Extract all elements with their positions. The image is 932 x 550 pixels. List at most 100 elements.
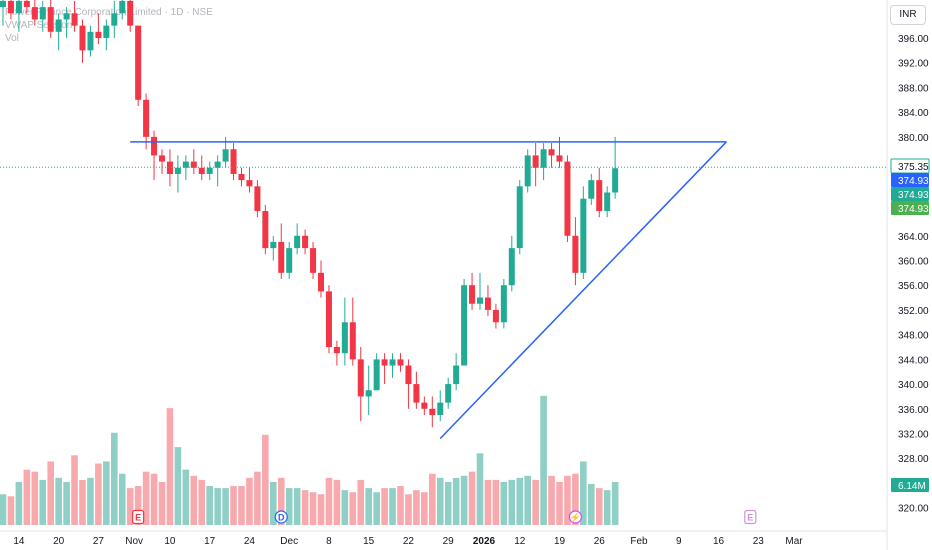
candle: [604, 186, 611, 218]
time-tick-label: Nov: [125, 536, 143, 547]
candle-body: [174, 167, 181, 174]
candle: [0, 0, 6, 26]
candle-body: [143, 99, 150, 137]
volume-bar: [500, 481, 508, 525]
candle: [500, 279, 507, 329]
time-axis: 14 20 27 Nov 10 17 24 Dec 8 15 22 29 2026 12 19 26 Feb 9 1…: [0, 530, 887, 547]
price-label: 374.93: [891, 201, 929, 215]
candle-body: [63, 13, 70, 20]
candle: [469, 272, 476, 310]
volume-bar: [7, 496, 15, 525]
candle: [548, 143, 555, 168]
volume-bar: [373, 492, 380, 525]
time-tick-label: 23: [753, 536, 765, 547]
candle: [421, 396, 428, 415]
candle: [151, 130, 158, 181]
volume-bar: [444, 481, 452, 525]
candle-body: [357, 359, 364, 397]
candle-body: [445, 384, 452, 403]
candle-body: [333, 347, 340, 354]
candle: [310, 241, 317, 280]
candle: [7, 0, 14, 20]
volume-bar: [548, 475, 555, 525]
volume-series: [0, 395, 619, 525]
volume-bar: [476, 453, 484, 525]
candle-body: [135, 25, 142, 100]
candle: [302, 229, 309, 255]
price-label-text: 374.93: [898, 204, 929, 215]
candle-body: [222, 149, 229, 162]
volume-bar: [468, 471, 476, 525]
volume-bar: [15, 481, 23, 525]
price-tick-label: 340.00: [898, 380, 929, 391]
volume-bar: [580, 461, 587, 525]
volume-bar: [611, 481, 619, 525]
time-tick-label: 9: [676, 536, 682, 547]
volume-bar: [166, 408, 174, 525]
candle: [461, 279, 468, 366]
candle: [580, 186, 587, 280]
candle: [95, 13, 102, 45]
volume-bar: [293, 488, 301, 525]
vwap-label[interactable]: VWAP Session: [5, 20, 73, 31]
candle-body: [469, 285, 476, 304]
candle: [39, 0, 46, 32]
candle: [365, 365, 372, 415]
candle-body: [572, 235, 579, 273]
time-tick-label: 26: [594, 536, 606, 547]
event-marker-earnings[interactable]: E: [132, 509, 145, 525]
candle-body: [302, 235, 309, 249]
price-tick-label: 356.00: [898, 281, 929, 292]
candle: [31, 0, 38, 26]
volume-bar: [39, 479, 47, 525]
volume-bar: [540, 395, 547, 525]
candle: [389, 353, 396, 378]
candle: [238, 167, 245, 187]
candle-body: [262, 211, 269, 249]
candle: [492, 303, 499, 329]
volume-bar: [174, 447, 182, 525]
time-tick-label: 20: [53, 536, 65, 547]
candle-body: [588, 180, 595, 199]
volume-bar: [31, 471, 39, 525]
candle-body: [540, 149, 547, 168]
candle-body: [564, 161, 571, 236]
candle-body: [7, 0, 14, 14]
volume-bar: [460, 475, 468, 525]
candle: [254, 180, 261, 218]
candle: [524, 149, 531, 193]
volume-bar: [214, 488, 221, 525]
volume-label[interactable]: Vol: [5, 33, 19, 44]
candle-body: [349, 322, 356, 360]
time-tick-label: 10: [164, 536, 176, 547]
candle-body: [71, 13, 78, 26]
volume-bar: [190, 475, 198, 525]
symbol-title[interactable]: Power Finance Corporation Limited · 1D ·…: [5, 7, 213, 18]
candle-body: [397, 359, 404, 366]
candle-body: [87, 31, 94, 51]
price-tick-label: 332.00: [898, 430, 929, 441]
candle: [445, 377, 452, 409]
candle-body: [0, 0, 6, 8]
candle: [413, 371, 420, 409]
price-tick-label: 384.00: [898, 108, 929, 119]
event-marker-earnings-future[interactable]: E: [744, 509, 757, 525]
candle-body: [437, 402, 444, 415]
candle-body: [484, 297, 491, 310]
currency-badge[interactable]: INR: [890, 5, 926, 25]
volume-bar: [182, 469, 190, 525]
event-marker-split[interactable]: ⚡: [568, 510, 583, 524]
volume-value-label: 6.14M: [891, 478, 929, 492]
event-marker-letter: D: [278, 513, 285, 523]
volume-bar: [508, 479, 516, 525]
candle: [612, 136, 619, 199]
candle: [230, 143, 237, 181]
volume-bar: [349, 492, 357, 525]
price-tick-label: 396.00: [898, 34, 929, 45]
volume-bar: [595, 488, 603, 525]
time-tick-label: 8: [326, 536, 332, 547]
candle-body: [182, 161, 189, 168]
volume-bar: [238, 486, 245, 525]
event-marker-dividend[interactable]: D: [274, 510, 288, 524]
